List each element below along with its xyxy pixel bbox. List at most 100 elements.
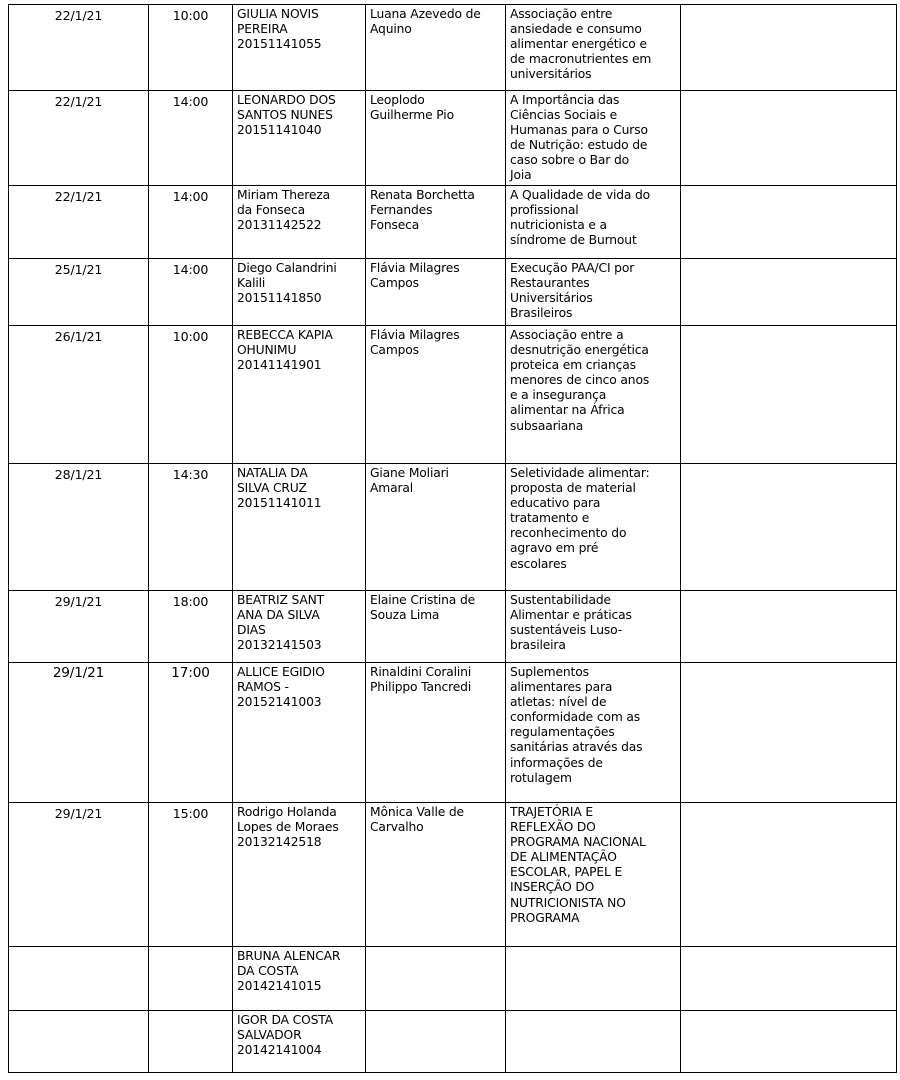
cell-title: Associação entre ansiedade e consumo ali… bbox=[505, 4, 681, 91]
cell-student-text: BRUNA ALENCAR DA COSTA 20142141015 bbox=[237, 949, 341, 994]
cell-advisor-text: Elaine Cristina de Souza Lima bbox=[370, 593, 476, 623]
cell-time: 14:30 bbox=[148, 463, 233, 591]
cell-advisor-inner: Flávia Milagres Campos bbox=[367, 327, 505, 359]
cell-time-text bbox=[153, 1013, 228, 1014]
cell-date: 29/1/21 bbox=[8, 802, 149, 947]
cell-student: LEONARDO DOS SANTOS NUNES 20151141040 bbox=[232, 90, 366, 186]
cell-time-text: 10:00 bbox=[172, 329, 209, 344]
cell-advisor-inner bbox=[367, 1012, 505, 1014]
cell-student: IGOR DA COSTA SALVADOR 20142141004 bbox=[232, 1010, 366, 1073]
cell-student-inner: IGOR DA COSTA SALVADOR 20142141004 bbox=[234, 1012, 365, 1059]
cell-title-text: A Importância das Ciências Sociais e Hum… bbox=[510, 93, 648, 183]
cell-date-inner: 25/1/21 bbox=[10, 260, 148, 278]
cell-date-inner: 22/1/21 bbox=[10, 6, 148, 24]
cell-date bbox=[8, 946, 149, 1011]
cell-extra bbox=[680, 4, 897, 91]
cell-advisor bbox=[365, 1010, 506, 1073]
cell-advisor-text: Leoplodo Guilherme Pio bbox=[370, 93, 454, 123]
cell-student-text: Rodrigo Holanda Lopes de Moraes 20132142… bbox=[237, 805, 339, 850]
cell-extra-inner bbox=[682, 187, 896, 189]
cell-student-text: ALLICE EGIDIO RAMOS - 20152141003 bbox=[237, 665, 325, 710]
cell-time: 18:00 bbox=[148, 590, 233, 663]
cell-student-text: BEATRIZ SANT ANA DA SILVA DIAS 201321415… bbox=[237, 593, 325, 653]
cell-date-inner: 28/1/21 bbox=[10, 465, 148, 483]
cell-advisor-text: Flávia Milagres Campos bbox=[370, 328, 460, 358]
cell-extra bbox=[680, 258, 897, 326]
cell-title-inner bbox=[507, 948, 680, 950]
cell-title-text: Suplementos alimentares para atletas: ní… bbox=[510, 665, 643, 785]
cell-title-text: TRAJETÓRIA E REFLEXÃO DO PROGRAMA NACION… bbox=[510, 805, 646, 925]
table-row: 25/1/21 14:00 Diego Calandrini Kalili 2015… bbox=[8, 258, 897, 326]
cell-student-inner: Rodrigo Holanda Lopes de Moraes 20132142… bbox=[234, 804, 365, 851]
cell-advisor-inner bbox=[367, 948, 505, 950]
cell-time-text: 17:00 bbox=[171, 665, 210, 681]
cell-time-inner: 15:00 bbox=[150, 804, 232, 822]
cell-student: REBECCA KAPIA OHUNIMU 20141141901 bbox=[232, 325, 366, 464]
cell-title: Execução PAA/CI por Restaurantes Univers… bbox=[505, 258, 681, 326]
cell-time: 10:00 bbox=[148, 325, 233, 464]
cell-student: ALLICE EGIDIO RAMOS - 20152141003 bbox=[232, 662, 366, 803]
cell-time-inner bbox=[150, 1012, 232, 1015]
schedule-table-body: 22/1/21 10:00 GIULIA NOVIS PEREIRA 2015114… bbox=[8, 4, 897, 1073]
cell-time bbox=[148, 946, 233, 1011]
cell-title bbox=[505, 946, 681, 1011]
cell-date: 29/1/21 bbox=[8, 662, 149, 803]
cell-extra-inner bbox=[682, 327, 896, 329]
cell-time-inner: 14:30 bbox=[150, 465, 232, 483]
table-row: 29/1/21 18:00 BEATRIZ SANT ANA DA SILVA DI… bbox=[8, 590, 897, 663]
cell-title-inner: Execução PAA/CI por Restaurantes Univers… bbox=[507, 260, 680, 322]
cell-advisor-text: Luana Azevedo de Aquino bbox=[370, 7, 481, 37]
cell-date-text: 29/1/21 bbox=[52, 665, 105, 681]
cell-student: Rodrigo Holanda Lopes de Moraes 20132142… bbox=[232, 802, 366, 947]
cell-time-text: 18:00 bbox=[172, 594, 209, 609]
cell-time-text: 14:30 bbox=[172, 467, 209, 482]
cell-title-inner: Sustentabilidade Alimentar e práticas su… bbox=[507, 592, 680, 654]
cell-advisor: Flávia Milagres Campos bbox=[365, 325, 506, 464]
cell-time-inner bbox=[150, 948, 232, 951]
cell-student-text: IGOR DA COSTA SALVADOR 20142141004 bbox=[237, 1013, 333, 1058]
cell-title-inner: A Qualidade de vida do profissional nutr… bbox=[507, 187, 680, 249]
cell-extra-inner bbox=[682, 948, 896, 950]
schedule-table: 22/1/21 10:00 GIULIA NOVIS PEREIRA 2015114… bbox=[8, 4, 897, 1073]
cell-title-text: A Qualidade de vida do profissional nutr… bbox=[510, 188, 651, 248]
cell-extra-inner bbox=[682, 92, 896, 94]
cell-student-inner: NATALIA DA SILVA CRUZ 20151141011 bbox=[234, 465, 365, 512]
table-row: 26/1/21 10:00 REBECCA KAPIA OHUNIMU 201411… bbox=[8, 325, 897, 464]
cell-title: A Qualidade de vida do profissional nutr… bbox=[505, 185, 681, 259]
cell-advisor-text: Flávia Milagres Campos bbox=[370, 261, 460, 291]
cell-student-text: GIULIA NOVIS PEREIRA 20151141055 bbox=[237, 7, 322, 52]
cell-date: 25/1/21 bbox=[8, 258, 149, 326]
cell-extra-inner bbox=[682, 804, 896, 806]
cell-date-text: 22/1/21 bbox=[54, 8, 103, 23]
cell-student: Diego Calandrini Kalili 20151141850 bbox=[232, 258, 366, 326]
cell-student-text: NATALIA DA SILVA CRUZ 20151141011 bbox=[237, 466, 322, 511]
cell-time: 14:00 bbox=[148, 185, 233, 259]
cell-date-inner: 29/1/21 bbox=[10, 804, 148, 822]
cell-student-text: Miriam Thereza da Fonseca 20131142522 bbox=[237, 188, 331, 233]
cell-advisor-inner: Luana Azevedo de Aquino bbox=[367, 6, 505, 38]
cell-time: 15:00 bbox=[148, 802, 233, 947]
cell-student: BEATRIZ SANT ANA DA SILVA DIAS 201321415… bbox=[232, 590, 366, 663]
cell-time-text: 14:00 bbox=[172, 94, 209, 109]
cell-advisor: Giane Moliari Amaral bbox=[365, 463, 506, 591]
cell-student-inner: LEONARDO DOS SANTOS NUNES 20151141040 bbox=[234, 92, 365, 139]
cell-title-inner: Suplementos alimentares para atletas: ní… bbox=[507, 664, 680, 786]
cell-advisor-inner: Leoplodo Guilherme Pio bbox=[367, 92, 505, 124]
cell-title: A Importância das Ciências Sociais e Hum… bbox=[505, 90, 681, 186]
cell-time-inner: 18:00 bbox=[150, 592, 232, 610]
cell-advisor: Leoplodo Guilherme Pio bbox=[365, 90, 506, 186]
table-row: 29/1/21 17:00 ALLICE EGIDIO RAMOS - 201521… bbox=[8, 662, 897, 803]
cell-title-text: Execução PAA/CI por Restaurantes Univers… bbox=[510, 261, 635, 321]
cell-date: 22/1/21 bbox=[8, 90, 149, 186]
cell-advisor-inner: Mônica Valle de Carvalho bbox=[367, 804, 505, 836]
cell-time-text bbox=[153, 949, 228, 950]
cell-extra bbox=[680, 185, 897, 259]
cell-date-inner: 22/1/21 bbox=[10, 187, 148, 205]
cell-extra bbox=[680, 662, 897, 803]
cell-title-text: Sustentabilidade Alimentar e práticas su… bbox=[510, 593, 632, 653]
cell-date-inner: 26/1/21 bbox=[10, 327, 148, 345]
cell-extra-inner bbox=[682, 6, 896, 8]
cell-extra bbox=[680, 590, 897, 663]
cell-time-text: 14:00 bbox=[172, 189, 209, 204]
